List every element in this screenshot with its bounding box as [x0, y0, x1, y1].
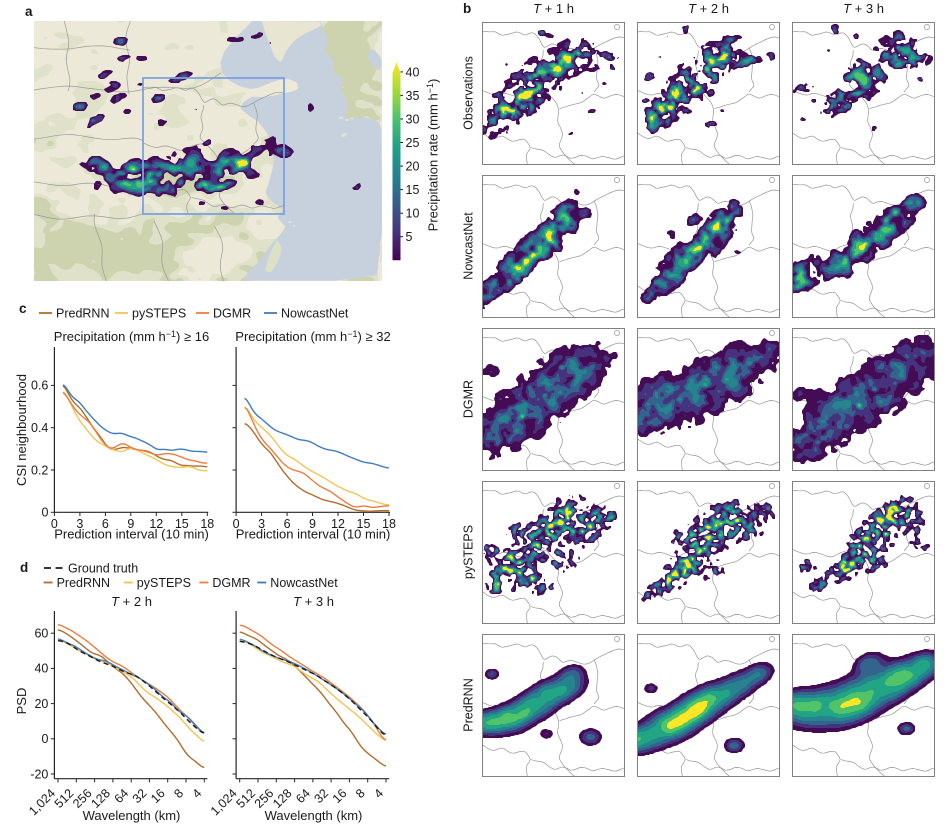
svg-text:18: 18	[382, 517, 396, 531]
svg-text:Precipitation (mm h−1) ≥ 16: Precipitation (mm h−1) ≥ 16	[54, 330, 209, 344]
svg-text:15: 15	[357, 517, 371, 531]
svg-text:18: 18	[200, 517, 214, 531]
svg-text:DGMR: DGMR	[213, 307, 251, 321]
svg-text:T + 2 h: T + 2 h	[111, 595, 152, 609]
svg-text:9: 9	[127, 517, 134, 531]
svg-text:4: 4	[190, 786, 205, 801]
svg-text:0.4: 0.4	[31, 421, 48, 435]
svg-text:35: 35	[406, 89, 420, 103]
svg-text:0.6: 0.6	[31, 379, 48, 393]
svg-text:PredRNN: PredRNN	[57, 576, 111, 590]
svg-text:16: 16	[148, 786, 168, 806]
svg-text:20: 20	[406, 160, 420, 174]
svg-text:9: 9	[309, 517, 316, 531]
svg-text:Wavelength (km): Wavelength (km)	[265, 808, 363, 823]
svg-text:12: 12	[331, 517, 345, 531]
svg-text:Ground truth: Ground truth	[68, 562, 138, 576]
svg-text:Prediction interval (10 min): Prediction interval (10 min)	[54, 527, 209, 542]
svg-text:0: 0	[41, 732, 48, 746]
svg-text:6: 6	[284, 517, 291, 531]
svg-text:3: 3	[76, 517, 83, 531]
svg-text:25: 25	[406, 136, 420, 150]
svg-text:0.2: 0.2	[31, 463, 48, 477]
svg-text:32: 32	[130, 786, 150, 806]
svg-text:30: 30	[406, 113, 420, 127]
svg-text:32: 32	[311, 786, 331, 806]
svg-text:T + 3 h: T + 3 h	[293, 595, 334, 609]
svg-text:8: 8	[171, 786, 186, 801]
svg-text:0: 0	[51, 517, 58, 531]
svg-text:DGMR: DGMR	[212, 576, 250, 590]
svg-text:0: 0	[233, 517, 240, 531]
svg-text:64: 64	[293, 786, 313, 806]
svg-text:-20: -20	[30, 767, 48, 781]
svg-text:0: 0	[41, 506, 48, 520]
svg-text:Prediction interval (10 min): Prediction interval (10 min)	[236, 527, 391, 542]
svg-text:12: 12	[149, 517, 163, 531]
svg-text:40: 40	[406, 65, 420, 79]
svg-text:5: 5	[406, 230, 413, 244]
svg-text:6: 6	[102, 517, 109, 531]
svg-text:Wavelength (km): Wavelength (km)	[83, 808, 181, 823]
svg-text:60: 60	[34, 627, 48, 641]
svg-text:PredRNN: PredRNN	[56, 307, 110, 321]
svg-text:4: 4	[371, 786, 386, 801]
svg-text:pySTEPS: pySTEPS	[137, 576, 191, 590]
svg-text:15: 15	[175, 517, 189, 531]
svg-text:15: 15	[406, 183, 420, 197]
svg-text:64: 64	[112, 786, 132, 806]
svg-text:10: 10	[406, 207, 420, 221]
svg-text:NowcastNet: NowcastNet	[270, 576, 338, 590]
svg-text:8: 8	[353, 786, 368, 801]
svg-text:16: 16	[330, 786, 350, 806]
svg-text:40: 40	[34, 662, 48, 676]
svg-text:Precipitation (mm h−1) ≥ 32: Precipitation (mm h−1) ≥ 32	[235, 330, 390, 344]
svg-text:NowcastNet: NowcastNet	[281, 307, 349, 321]
svg-text:3: 3	[258, 517, 265, 531]
svg-text:20: 20	[34, 697, 48, 711]
svg-text:pySTEPS: pySTEPS	[132, 307, 186, 321]
